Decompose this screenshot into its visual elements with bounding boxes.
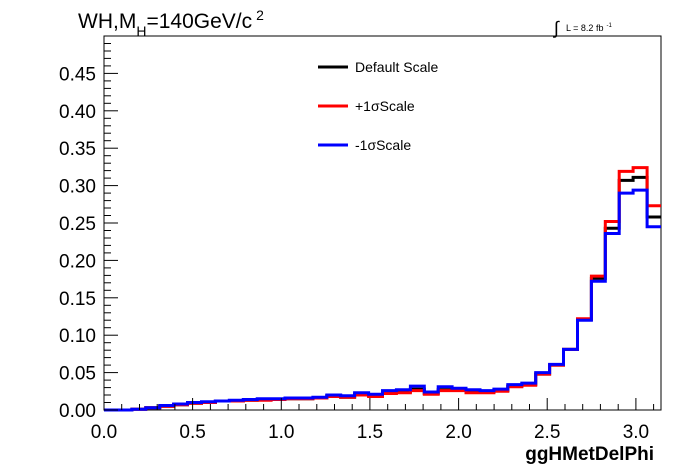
histogram-series [104, 166, 661, 412]
y-tick-label: 0.10 [59, 326, 96, 347]
legend-label-0: Default Scale [355, 59, 438, 75]
luminosity-superscript: -1 [606, 23, 612, 29]
y-tick-label: 0.35 [59, 139, 96, 160]
title-superscript: 2 [256, 7, 264, 23]
x-axis: 0.0 0.5 1.0 1.5 2.0 2.5 3.0 [91, 398, 655, 443]
integral-sign: ∫ [552, 18, 560, 38]
y-tick-label: 0.20 [59, 251, 96, 272]
series-line-2 [104, 188, 661, 412]
x-axis-label: ggHMetDelPhi [525, 444, 654, 465]
luminosity-label: ∫ L = 8.2 fb -1 [552, 18, 612, 38]
legend-label-1: +1σScale [355, 98, 415, 114]
y-tick-label: 0.30 [59, 177, 96, 198]
title-subscript: H [136, 23, 146, 39]
legend: Default Scale +1σScale -1σScale [318, 59, 438, 153]
x-tick-label: 1.5 [357, 422, 383, 443]
x-tick-label: 3.0 [623, 422, 649, 443]
x-tick-label: 2.5 [534, 422, 560, 443]
luminosity-text: L = 8.2 fb -1 [566, 23, 612, 33]
y-tick-label: 0.45 [59, 64, 96, 85]
y-tick-label: 0.40 [59, 102, 96, 123]
legend-label-2: -1σScale [355, 137, 411, 153]
x-tick-label: 1.0 [268, 422, 294, 443]
x-tick-label: 0.5 [179, 422, 205, 443]
y-tick-label: 0.05 [59, 364, 96, 385]
title-rest: =140GeV/c [146, 10, 252, 33]
x-tick-label: 0.0 [91, 422, 117, 443]
y-tick-label: 0.00 [59, 401, 96, 422]
y-tick-label: 0.25 [59, 214, 96, 235]
x-tick-label: 2.0 [445, 422, 471, 443]
luminosity-value: L = 8.2 fb [566, 23, 603, 33]
y-axis: 0.00 0.05 0.10 0.15 0.20 0.25 0.30 0.35 0.40 0.45 [59, 35, 118, 422]
title-base: WH,M [78, 10, 136, 33]
chart-title: WH,MH=140GeV/c 2 [78, 7, 264, 39]
y-tick-label: 0.15 [59, 289, 96, 310]
